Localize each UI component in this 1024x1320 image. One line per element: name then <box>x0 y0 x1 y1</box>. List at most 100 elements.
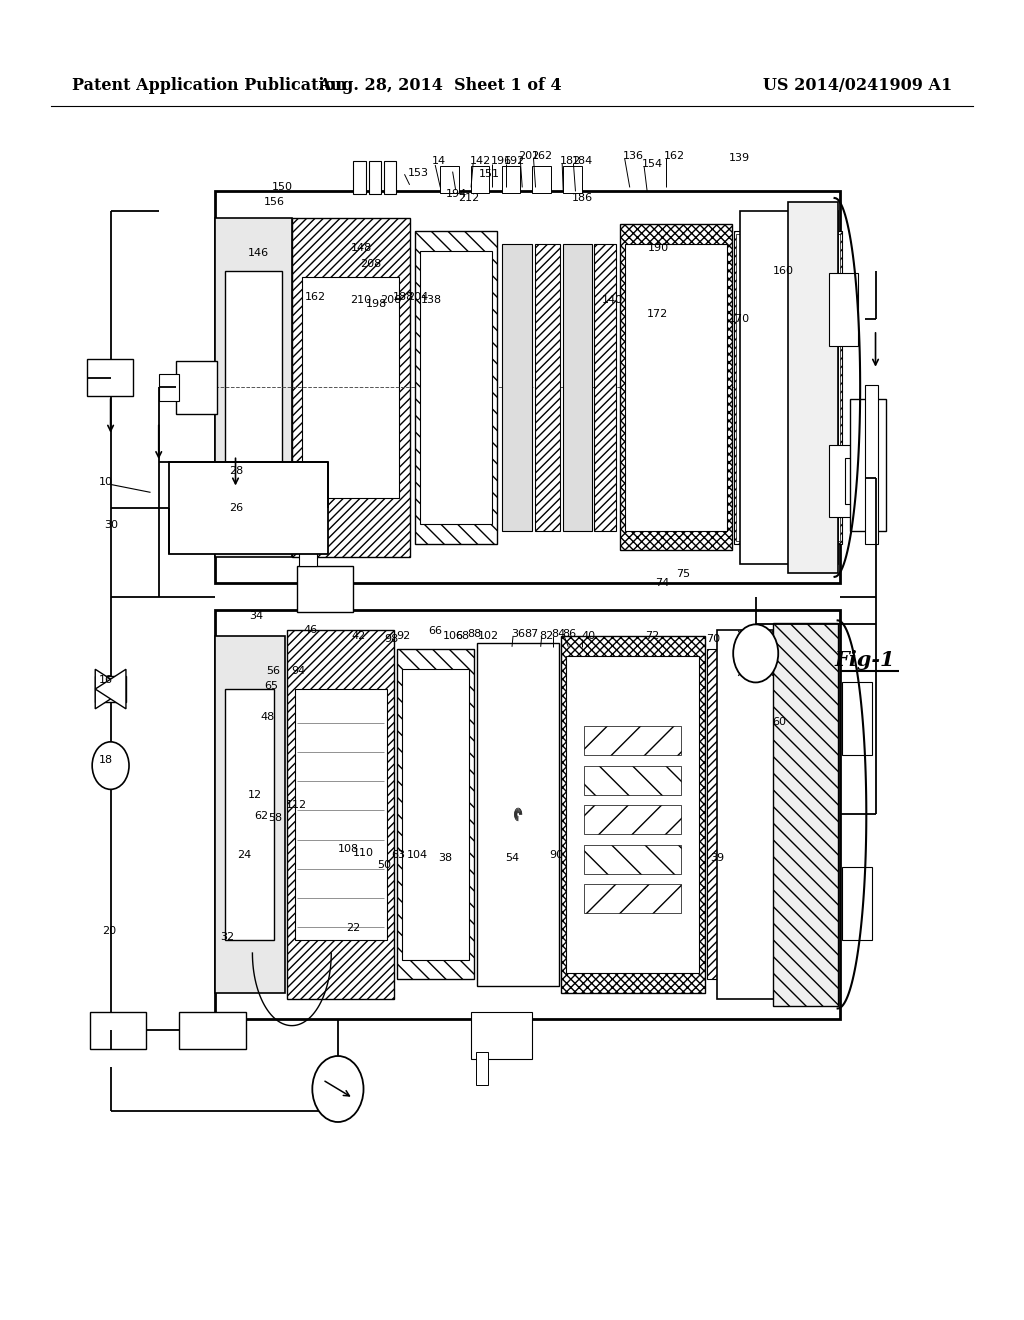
Polygon shape <box>95 669 126 709</box>
Text: 190: 190 <box>648 243 670 253</box>
Bar <box>176 360 217 414</box>
Text: 156: 156 <box>264 197 286 207</box>
Text: 154: 154 <box>642 158 664 169</box>
Text: 40: 40 <box>582 631 596 642</box>
Text: 106: 106 <box>442 631 464 642</box>
Text: Aug. 28, 2014  Sheet 1 of 4: Aug. 28, 2014 Sheet 1 of 4 <box>318 77 562 94</box>
Bar <box>566 656 699 973</box>
Text: 18: 18 <box>99 755 114 766</box>
Bar <box>563 244 592 531</box>
Text: 28: 28 <box>229 466 244 477</box>
Text: 208: 208 <box>360 259 382 269</box>
Bar <box>87 359 133 396</box>
Text: 110: 110 <box>353 847 375 858</box>
Bar <box>90 1012 146 1049</box>
Text: 62: 62 <box>254 810 268 821</box>
Text: 139: 139 <box>729 153 751 164</box>
Text: 172: 172 <box>647 309 669 319</box>
Bar <box>778 247 803 541</box>
Text: 30: 30 <box>104 520 119 531</box>
Bar <box>535 244 560 531</box>
Text: Fig-1: Fig-1 <box>835 649 895 671</box>
FancyArrow shape <box>95 676 126 702</box>
Text: 142: 142 <box>470 156 492 166</box>
Bar <box>369 161 381 194</box>
Text: 184: 184 <box>571 156 593 166</box>
Text: 60: 60 <box>772 717 786 727</box>
Text: 58: 58 <box>268 813 283 824</box>
Bar <box>440 166 459 193</box>
Text: 56: 56 <box>266 665 281 676</box>
Bar <box>842 682 872 755</box>
Bar <box>302 277 399 498</box>
Bar <box>740 211 838 564</box>
Text: 34: 34 <box>249 611 263 622</box>
Bar <box>215 218 292 557</box>
Bar <box>625 244 727 531</box>
Text: 48: 48 <box>260 711 274 722</box>
Bar <box>749 663 777 979</box>
Bar <box>842 867 872 940</box>
Text: 82: 82 <box>540 631 554 642</box>
Text: 84: 84 <box>551 628 565 639</box>
Bar <box>850 399 886 531</box>
Text: 87: 87 <box>524 628 539 639</box>
Text: 90: 90 <box>549 850 563 861</box>
Text: 38: 38 <box>438 853 453 863</box>
Text: 108: 108 <box>338 843 359 854</box>
Bar <box>225 271 282 504</box>
Text: 46: 46 <box>303 624 317 635</box>
Text: 186: 186 <box>571 193 593 203</box>
Bar <box>845 458 863 504</box>
Text: 196: 196 <box>490 156 512 166</box>
Circle shape <box>312 1056 364 1122</box>
Text: 12: 12 <box>248 789 262 800</box>
Bar <box>584 805 681 834</box>
Bar <box>734 231 775 544</box>
Text: 204: 204 <box>408 292 429 302</box>
Text: 94: 94 <box>291 665 305 676</box>
Text: 39: 39 <box>711 853 725 863</box>
Bar <box>620 224 732 550</box>
Bar <box>353 161 366 194</box>
Text: 138: 138 <box>421 294 442 305</box>
Bar <box>169 462 328 554</box>
Text: 92: 92 <box>396 631 411 642</box>
Bar <box>561 636 705 993</box>
Bar <box>829 273 858 346</box>
Text: 212: 212 <box>458 193 479 203</box>
Bar <box>179 1012 246 1049</box>
Text: 72: 72 <box>645 631 659 642</box>
Bar <box>829 445 858 517</box>
Bar <box>502 166 520 193</box>
Text: 150: 150 <box>271 182 293 193</box>
Bar <box>808 234 840 541</box>
Text: 10: 10 <box>99 477 114 487</box>
Text: 146: 146 <box>248 248 269 259</box>
Polygon shape <box>95 669 126 709</box>
Text: 74: 74 <box>655 578 670 589</box>
Bar <box>471 166 489 193</box>
Text: 65: 65 <box>264 681 279 692</box>
Text: 160: 160 <box>773 265 795 276</box>
Text: 50: 50 <box>377 859 391 870</box>
Bar <box>384 161 396 194</box>
Bar <box>402 669 469 960</box>
Bar <box>397 649 474 979</box>
Bar <box>502 244 532 531</box>
Bar <box>584 845 681 874</box>
Text: 14: 14 <box>432 156 446 166</box>
Text: 26: 26 <box>229 503 244 513</box>
Text: 54: 54 <box>505 853 519 863</box>
Bar <box>594 244 616 531</box>
Bar <box>415 231 497 544</box>
Text: 182: 182 <box>560 156 582 166</box>
Text: 98: 98 <box>384 634 398 644</box>
Bar <box>773 623 838 1006</box>
Text: 170: 170 <box>729 314 751 325</box>
Text: 70: 70 <box>707 634 721 644</box>
Text: 102: 102 <box>478 631 500 642</box>
Bar <box>225 689 274 940</box>
Text: 88: 88 <box>467 628 481 639</box>
Text: 198: 198 <box>366 298 387 309</box>
